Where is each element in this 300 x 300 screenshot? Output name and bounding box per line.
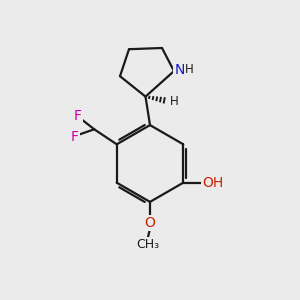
Text: H: H	[185, 63, 194, 76]
Text: OH: OH	[202, 176, 223, 190]
Text: F: F	[71, 130, 79, 144]
Text: N: N	[174, 63, 184, 76]
Text: O: O	[145, 216, 155, 230]
Text: F: F	[74, 109, 82, 123]
Text: H: H	[170, 94, 179, 108]
Text: CH₃: CH₃	[136, 238, 159, 251]
